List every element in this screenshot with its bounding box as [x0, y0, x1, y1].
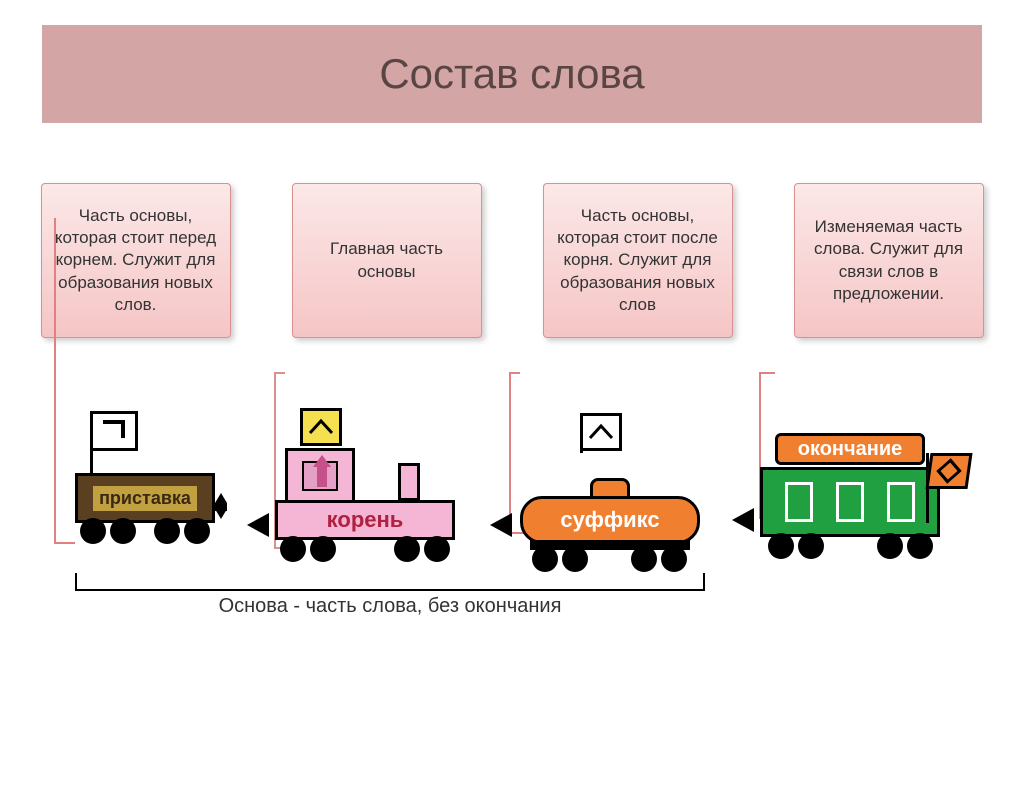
desc-prefix: Часть основы, которая стоит перед корнем…: [41, 183, 231, 338]
coupling-icon: [732, 508, 754, 532]
prefix-label: приставка: [99, 488, 191, 508]
bracket-text: Основа - часть слова, без окончания: [219, 595, 562, 617]
coupling-icon: [247, 513, 269, 537]
desc-ending: Изменяемая часть слова. Служит для связи…: [794, 183, 984, 338]
root-label: корень: [327, 507, 404, 533]
ending-label: окончание: [798, 438, 903, 461]
desc-suffix: Часть основы, которая стоит после корня.…: [543, 183, 733, 338]
desc-root: Главная часть основы: [292, 183, 482, 338]
suffix-label: суффикс: [560, 507, 659, 533]
description-row: Часть основы, которая стоит перед корнем…: [30, 183, 994, 338]
title-bar: Состав слова: [42, 25, 982, 123]
page-title: Состав слова: [379, 50, 644, 97]
train-diagram: приставка: [0, 378, 1024, 638]
car-prefix: приставка: [75, 473, 215, 544]
coupling-icon: [490, 513, 512, 537]
bracket: Основа - часть слова, без окончания: [75, 573, 705, 618]
